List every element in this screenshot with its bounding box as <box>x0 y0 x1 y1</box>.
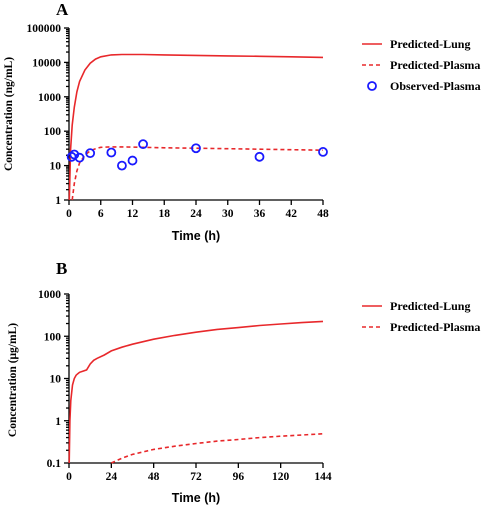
panel-b-legend: Predicted-Lung Predicted-Plasma <box>362 299 480 334</box>
x-tick-label: 120 <box>272 471 290 483</box>
observed-plasma-point <box>106 147 117 158</box>
observed-plasma-point <box>85 148 96 159</box>
legend-label: Predicted-Plasma <box>390 320 480 334</box>
observed-plasma-point <box>138 139 148 150</box>
y-tick-label: 10 <box>50 374 62 386</box>
panel-b-letter: B <box>56 259 67 278</box>
legend-label: Predicted-Lung <box>390 299 470 313</box>
panel-b-ticks: 0 24 48 72 96 120 144 0.1 1 10 100 1000 <box>38 289 332 483</box>
x-tick-label: 24 <box>106 471 118 483</box>
predicted-plasma-line <box>110 433 324 464</box>
panel-b-series <box>68 320 324 464</box>
y-tick-label: 1000 <box>38 92 61 104</box>
legend-label: Observed-Plasma <box>390 79 481 93</box>
panel-a-series <box>66 53 328 201</box>
x-tick-label: 12 <box>127 208 139 220</box>
panel-a-axes <box>68 28 323 201</box>
legend-label: Predicted-Plasma <box>390 58 480 72</box>
panel-b-chart: B 0 24 48 72 96 120 144 0.1 1 10 100 1000 Concentra… <box>7 259 480 505</box>
panel-b-x-axis-title: Time (h) <box>172 491 220 505</box>
legend-label: Predicted-Lung <box>390 37 470 51</box>
x-tick-label: 24 <box>190 208 202 220</box>
panel-a-ticks: 0 6 12 18 24 30 36 42 48 1 10 100 1000 10000 100000 <box>27 23 330 220</box>
legend-marker <box>367 81 377 91</box>
panel-a-legend: Predicted-Lung Predicted-Plasma Observed-P… <box>362 37 481 93</box>
x-tick-label: 30 <box>222 208 234 220</box>
observed-plasma-point <box>117 160 127 171</box>
y-tick-label: 1000 <box>38 289 61 301</box>
y-tick-label: 0.1 <box>47 458 62 470</box>
x-tick-label: 6 <box>98 208 104 220</box>
panel-a-y-axis-title: Concentration (ng/mL) <box>3 57 15 171</box>
predicted-lung-line <box>68 53 324 201</box>
observed-plasma-point <box>254 151 265 162</box>
y-tick-label: 10 <box>50 161 62 173</box>
predicted-plasma-line <box>71 146 324 201</box>
observed-plasma-point <box>127 155 138 166</box>
y-tick-label: 100 <box>44 331 62 343</box>
x-tick-label: 18 <box>159 208 171 220</box>
x-tick-label: 144 <box>314 471 332 483</box>
x-tick-label: 48 <box>317 208 329 220</box>
x-tick-label: 36 <box>254 208 266 220</box>
predicted-lung-line <box>68 320 324 464</box>
panel-b-y-axis-title: Concentration (μg/mL) <box>7 323 19 437</box>
y-tick-label: 100000 <box>27 23 62 35</box>
panel-a-letter: A <box>56 0 69 19</box>
y-tick-label: 1 <box>55 195 61 207</box>
y-tick-label: 100 <box>44 126 62 138</box>
panel-b-axes <box>68 294 323 464</box>
observed-plasma-point <box>191 143 201 154</box>
x-tick-label: 72 <box>190 471 202 483</box>
y-tick-label: 10000 <box>32 57 61 69</box>
x-tick-label: 0 <box>66 208 72 220</box>
observed-plasma-point <box>74 152 85 163</box>
panel-a-x-axis-title: Time (h) <box>172 229 220 243</box>
x-tick-label: 0 <box>66 471 72 483</box>
x-tick-label: 42 <box>286 208 298 220</box>
observed-plasma-point <box>318 147 328 157</box>
x-tick-label: 96 <box>233 471 245 483</box>
y-tick-label: 1 <box>55 416 61 428</box>
panel-a-chart: A 0 6 12 18 24 30 36 42 48110100100010000100000 … <box>3 0 481 243</box>
x-tick-label: 48 <box>148 471 160 483</box>
